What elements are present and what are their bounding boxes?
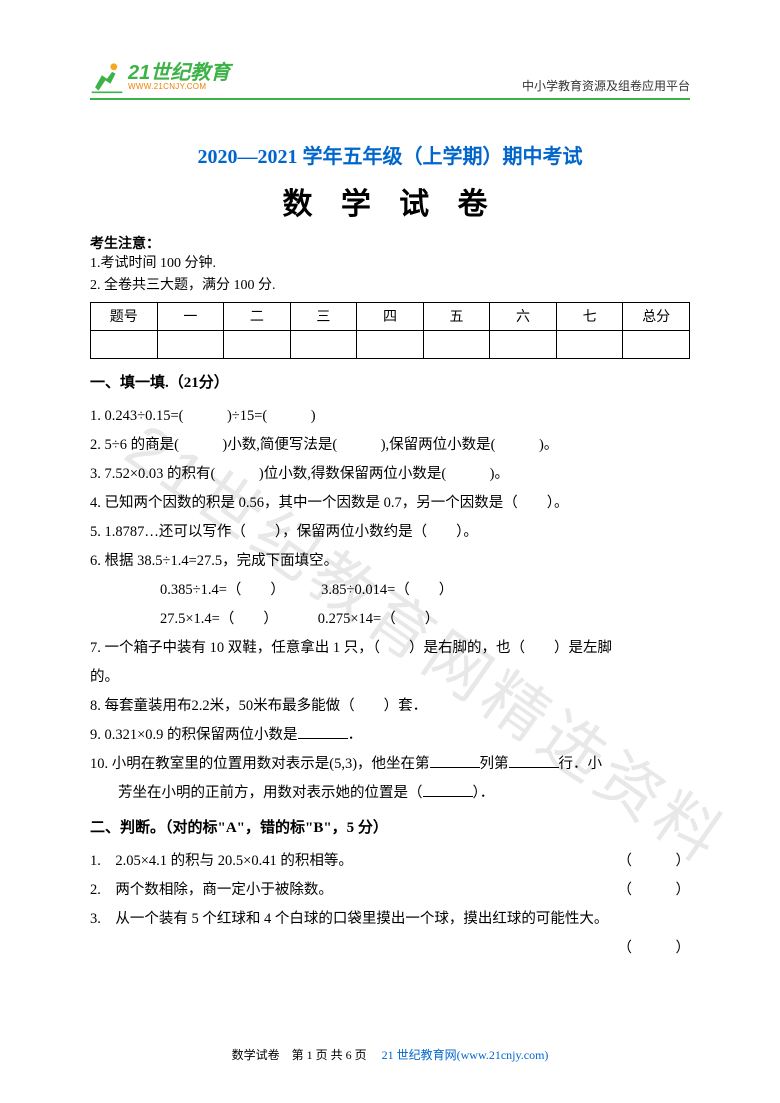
- q9: 9. 0.321×0.9 的积保留两位小数是 ．: [90, 721, 690, 750]
- q6b: 27.5×1.4=（ ） 0.275×14=（ ）: [90, 605, 690, 634]
- notice-line2: 2. 全卷共三大题，满分 100 分.: [90, 275, 690, 297]
- q10-line2: 芳坐在小明的正前方，用数对表示她的位置是（ ）．: [90, 779, 690, 808]
- q2: 2. 5÷6 的商是( )小数,简便写法是( ),保留两位小数是( )。: [90, 431, 690, 460]
- section1-head: 一、填一填.（21分）: [90, 371, 690, 392]
- logo-text: 21世纪教育: [128, 63, 230, 83]
- q1: 1. 0.243÷0.15=( )÷15=( ): [90, 402, 690, 431]
- th: 三: [290, 302, 357, 330]
- exam-title-line1: 2020—2021 学年五年级（上学期）期中考试: [90, 140, 690, 169]
- paren: （ ）: [618, 876, 691, 905]
- s2q1-text: 1. 2.05×4.1 的积与 20.5×0.41 的积相等。: [90, 853, 353, 869]
- runner-icon: [90, 60, 124, 94]
- q10d: 芳坐在小明的正前方，用数对表示她的位置是（: [118, 785, 423, 801]
- q6a: 0.385÷1.4=（ ） 3.85÷0.014=（ ）: [90, 576, 690, 605]
- th: 七: [556, 302, 623, 330]
- notice-head: 考生注意：: [90, 233, 690, 253]
- td: [357, 330, 424, 358]
- s2q3: 3. 从一个装有 5 个红球和 4 个白球的口袋里摸出一个球，摸出红球的可能性大…: [90, 905, 690, 934]
- paren: （ ）: [618, 934, 691, 963]
- th: 题号: [91, 302, 158, 330]
- logo: 21世纪教育 WWW.21CNJY.COM: [90, 60, 230, 94]
- exam-title-line2: 数 学 试 卷: [90, 179, 690, 223]
- th: 六: [490, 302, 557, 330]
- q10a: 10. 小明在教室里的位置用数对表示是(5,3)，他坐在第: [90, 756, 430, 772]
- section2-head: 二、判断。（对的标"A"，错的标"B"，5 分）: [90, 816, 690, 837]
- q6: 6. 根据 38.5÷1.4=27.5，完成下面填空。: [90, 547, 690, 576]
- page-container: 21世纪教育 WWW.21CNJY.COM 中小学教育资源及组卷应用平台 202…: [0, 0, 780, 974]
- th: 五: [423, 302, 490, 330]
- td: [623, 330, 690, 358]
- score-table: 题号 一 二 三 四 五 六 七 总分: [90, 302, 690, 359]
- td: [490, 330, 557, 358]
- q10-line1: 10. 小明在教室里的位置用数对表示是(5,3)，他坐在第 列第 行．小: [90, 750, 690, 779]
- td: [91, 330, 158, 358]
- table-row: [91, 330, 690, 358]
- header-right-text: 中小学教育资源及组卷应用平台: [522, 77, 690, 94]
- blank: [298, 724, 348, 739]
- notice-line1: 1.考试时间 100 分钟.: [90, 253, 690, 275]
- td: [224, 330, 291, 358]
- td: [290, 330, 357, 358]
- q9-post: ．: [348, 727, 363, 743]
- q8: 8. 每套童装用布2.2米，50米布最多能做（ ）套．: [90, 692, 690, 721]
- table-row: 题号 一 二 三 四 五 六 七 总分: [91, 302, 690, 330]
- footer-site-url: (www.21cnjy.com): [457, 1048, 549, 1062]
- th: 二: [224, 302, 291, 330]
- paren: （ ）: [618, 847, 691, 876]
- blank: [423, 782, 473, 797]
- logo-url: WWW.21CNJY.COM: [128, 83, 230, 91]
- s2q2: 2. 两个数相除，商一定小于被除数。 （ ）: [90, 876, 690, 905]
- th: 四: [357, 302, 424, 330]
- q7b: 的。: [90, 663, 690, 692]
- td: [556, 330, 623, 358]
- q10b: 列第: [480, 756, 509, 772]
- blank: [430, 753, 480, 768]
- footer-left: 数学试卷 第 1 页 共 6 页: [232, 1048, 367, 1062]
- q9-pre: 9. 0.321×0.9 的积保留两位小数是: [90, 727, 298, 743]
- s2q2-text: 2. 两个数相除，商一定小于被除数。: [90, 882, 333, 898]
- q10c: 行．小: [559, 756, 603, 772]
- footer-site-label: 21 世纪教育网: [382, 1048, 457, 1062]
- q10e: ）．: [473, 785, 495, 801]
- blank: [509, 753, 559, 768]
- td: [423, 330, 490, 358]
- th: 一: [157, 302, 224, 330]
- q7: 7. 一个箱子中装有 10 双鞋，任意拿出 1 只，（ ）是右脚的，也（ ）是左…: [90, 634, 690, 663]
- s2q1: 1. 2.05×4.1 的积与 20.5×0.41 的积相等。 （ ）: [90, 847, 690, 876]
- header: 21世纪教育 WWW.21CNJY.COM 中小学教育资源及组卷应用平台: [90, 60, 690, 100]
- footer: 数学试卷 第 1 页 共 6 页 21 世纪教育网(www.21cnjy.com…: [0, 1046, 780, 1063]
- q4: 4. 已知两个因数的积是 0.56，其中一个因数是 0.7，另一个因数是（ ）。: [90, 489, 690, 518]
- th: 总分: [623, 302, 690, 330]
- q5: 5. 1.8787…还可以写作（ ），保留两位小数约是（ ）。: [90, 518, 690, 547]
- q3: 3. 7.52×0.03 的积有( )位小数,得数保留两位小数是( )。: [90, 460, 690, 489]
- td: [157, 330, 224, 358]
